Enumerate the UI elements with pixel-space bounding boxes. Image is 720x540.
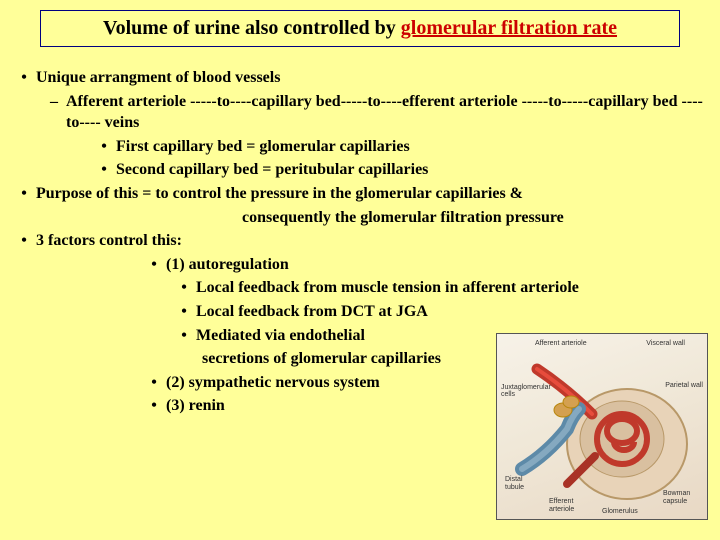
bullet-dot-icon: • (12, 230, 36, 252)
bullet-3: • 3 factors control this: (12, 230, 708, 252)
slide: Volume of urine also controlled by glome… (0, 0, 720, 540)
diagram-label: Efferent arteriole (549, 498, 585, 513)
bullet-text: (3) renin (166, 395, 225, 417)
diagram-label: Bowman capsule (663, 490, 701, 505)
title-prefix: Volume of urine also controlled by (103, 17, 401, 39)
bullet-3a: • (1) autoregulation (142, 254, 708, 276)
bullet-text: First capillary bed = glomerular capilla… (116, 136, 410, 158)
bullet-dot-icon: • (92, 136, 116, 158)
diagram-label: Parietal wall (665, 382, 703, 389)
bullet-dot-icon: • (172, 301, 196, 323)
bullet-dot-icon: • (92, 159, 116, 181)
bullet-1: • Unique arrangment of blood vessels (12, 67, 708, 89)
bullet-dash-icon: – (42, 91, 66, 134)
bullet-text: Local feedback from DCT at JGA (196, 301, 428, 323)
bullet-dot-icon: • (142, 254, 166, 276)
bullet-text: Unique arrangment of blood vessels (36, 67, 280, 89)
bullet-dot-icon: • (12, 183, 36, 205)
bullet-text: Mediated via endothelial (196, 325, 365, 347)
bullet-dot-icon: • (142, 372, 166, 394)
bullet-dot-icon: • (12, 67, 36, 89)
bullet-text: Afferent arteriole -----to----capillary … (66, 91, 708, 134)
bullet-text: Second capillary bed = peritubular capil… (116, 159, 428, 181)
anatomical-diagram: Afferent arteriole Visceral wall Juxtagl… (496, 333, 708, 520)
title-highlight: glomerular filtration rate (401, 17, 617, 39)
bullet-dot-icon: • (142, 395, 166, 417)
bullet-text: Local feedback from muscle tension in af… (196, 277, 579, 299)
diagram-label: Visceral wall (646, 340, 685, 347)
bullet-2-continuation: consequently the glomerular filtration p… (242, 207, 708, 229)
bullet-dot-icon: • (172, 325, 196, 347)
bullet-3a2: • Local feedback from DCT at JGA (172, 301, 708, 323)
bullet-text: 3 factors control this: (36, 230, 182, 252)
bullet-dot-icon: • (172, 277, 196, 299)
bullet-1a2: • Second capillary bed = peritubular cap… (92, 159, 708, 181)
bullet-1a: – Afferent arteriole -----to----capillar… (42, 91, 708, 134)
diagram-label: Glomerulus (602, 508, 638, 515)
bullet-1a1: • First capillary bed = glomerular capil… (92, 136, 708, 158)
diagram-label: Afferent arteriole (535, 340, 587, 347)
bullet-2: • Purpose of this = to control the press… (12, 183, 708, 205)
diagram-label: Distal tubule (505, 476, 535, 491)
bullet-3a1: • Local feedback from muscle tension in … (172, 277, 708, 299)
bullet-text: (1) autoregulation (166, 254, 289, 276)
bullet-text: (2) sympathetic nervous system (166, 372, 380, 394)
bullet-text: Purpose of this = to control the pressur… (36, 183, 523, 205)
diagram-label: Juxtaglomerular cells (501, 384, 551, 399)
title-box: Volume of urine also controlled by glome… (40, 10, 680, 47)
